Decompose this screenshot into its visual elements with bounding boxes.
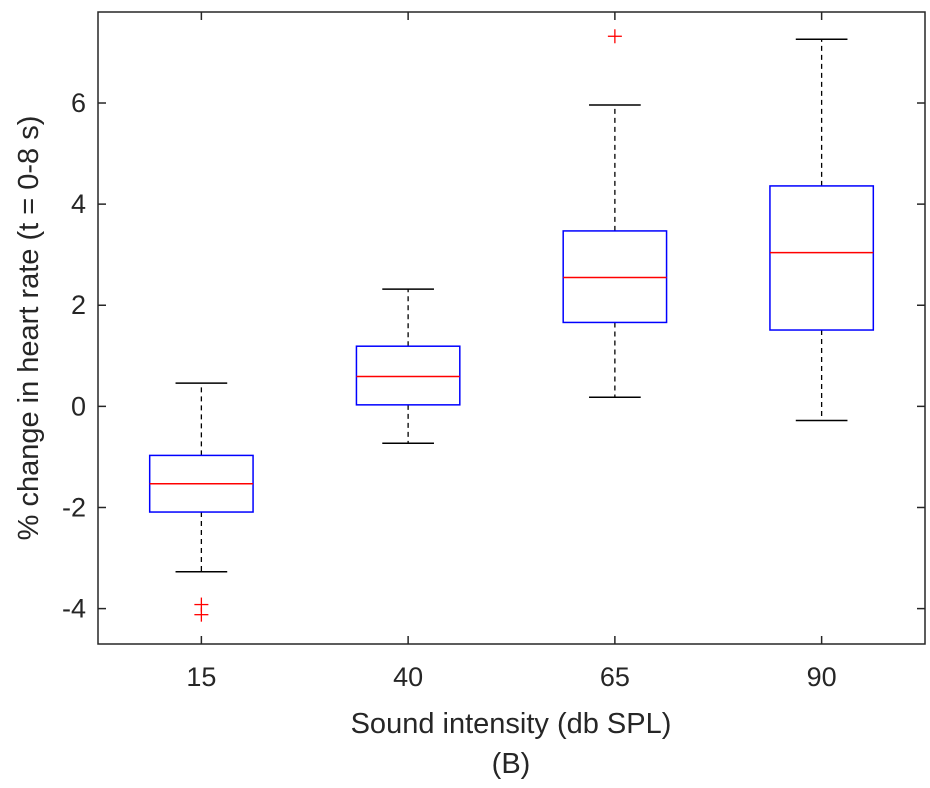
iqr-box <box>355 345 461 406</box>
boxes-group <box>148 29 875 622</box>
box-40 <box>355 288 461 445</box>
y-tick-label: 0 <box>71 391 86 421</box>
box-15 <box>148 382 254 622</box>
y-tick-label: 2 <box>71 290 86 320</box>
x-axis-label: Sound intensity (db SPL) <box>351 708 672 740</box>
box-90 <box>769 38 875 422</box>
y-tick-label: 4 <box>71 189 86 219</box>
y-axis-label: % change in heart rate (t = 0-8 s) <box>13 116 45 541</box>
x-tick-label: 15 <box>186 662 216 692</box>
box-65 <box>562 29 668 399</box>
y-axis: -4 -2 0 2 4 6 <box>62 88 925 624</box>
outlier-marker <box>607 29 622 44</box>
x-tick-label: 90 <box>807 662 837 692</box>
iqr-box <box>769 185 875 331</box>
x-tick-label: 65 <box>600 662 630 692</box>
y-tick-label: -2 <box>62 492 86 522</box>
x-tick-label: 40 <box>393 662 423 692</box>
x-axis: 15 40 65 90 <box>186 12 837 692</box>
y-tick-label: -4 <box>62 594 86 624</box>
plot-area <box>97 11 926 645</box>
outlier-marker <box>194 607 209 622</box>
y-tick-label: 6 <box>71 88 86 118</box>
figure-caption: (B) <box>492 748 531 780</box>
iqr-box <box>562 230 668 324</box>
